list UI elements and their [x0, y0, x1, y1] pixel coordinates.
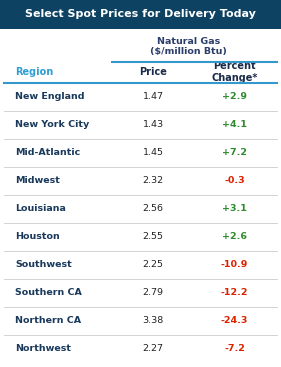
- Text: 3.38: 3.38: [142, 316, 164, 325]
- Text: Northern CA: Northern CA: [15, 316, 81, 325]
- Text: 2.25: 2.25: [143, 260, 164, 269]
- Text: Northwest: Northwest: [15, 344, 71, 353]
- Text: -12.2: -12.2: [221, 288, 248, 297]
- Text: Natural Gas
($/million Btu): Natural Gas ($/million Btu): [150, 37, 227, 56]
- Text: 2.27: 2.27: [143, 344, 164, 353]
- Text: +4.1: +4.1: [222, 120, 247, 130]
- Text: +7.2: +7.2: [222, 148, 247, 157]
- Text: +3.1: +3.1: [222, 204, 247, 213]
- Text: Select Spot Prices for Delivery Today: Select Spot Prices for Delivery Today: [25, 9, 256, 19]
- Text: Houston: Houston: [15, 232, 60, 241]
- Text: Southern CA: Southern CA: [15, 288, 82, 297]
- Text: 2.32: 2.32: [142, 176, 164, 185]
- Text: 1.47: 1.47: [143, 92, 164, 101]
- Text: Mid-Atlantic: Mid-Atlantic: [15, 148, 81, 157]
- Text: -10.9: -10.9: [221, 260, 248, 269]
- Text: +2.9: +2.9: [222, 92, 247, 101]
- Text: 1.45: 1.45: [143, 148, 164, 157]
- Text: Southwest: Southwest: [15, 260, 72, 269]
- Text: Percent
Change*: Percent Change*: [211, 61, 258, 83]
- Text: Price: Price: [139, 67, 167, 77]
- Text: -24.3: -24.3: [221, 316, 248, 325]
- Text: -7.2: -7.2: [224, 344, 245, 353]
- Text: -0.3: -0.3: [224, 176, 245, 185]
- Text: New York City: New York City: [15, 120, 90, 130]
- Text: Region: Region: [15, 67, 54, 77]
- Text: Midwest: Midwest: [15, 176, 60, 185]
- Text: 2.56: 2.56: [143, 204, 164, 213]
- Text: New England: New England: [15, 92, 85, 101]
- Text: 2.55: 2.55: [143, 232, 164, 241]
- Text: 2.79: 2.79: [143, 288, 164, 297]
- Text: Louisiana: Louisiana: [15, 204, 66, 213]
- Text: +2.6: +2.6: [222, 232, 247, 241]
- Text: 1.43: 1.43: [142, 120, 164, 130]
